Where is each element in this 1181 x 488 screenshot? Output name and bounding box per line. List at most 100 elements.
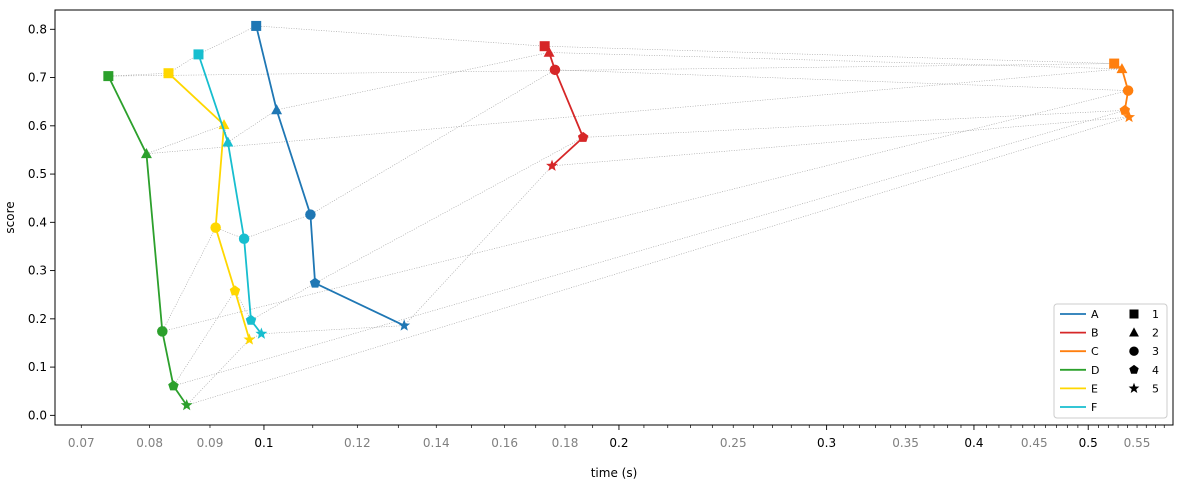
legend-marker-label-1: 1 — [1152, 308, 1159, 321]
point-B-1 — [539, 41, 550, 52]
point-A-1 — [251, 20, 262, 31]
point-C-2 — [1116, 63, 1128, 74]
x-tick-label: 0.4 — [964, 436, 983, 450]
y-tick-label: 0.4 — [28, 215, 47, 229]
legend-marker-label-2: 2 — [1152, 327, 1159, 340]
x-minor-tick-label: 0.45 — [1021, 436, 1048, 450]
x-minor-tick-label: 0.09 — [197, 436, 224, 450]
legend-box — [1053, 303, 1168, 419]
x-minor-tick-label: 0.18 — [552, 436, 579, 450]
point-D-4 — [168, 380, 179, 391]
point-E-5 — [243, 333, 256, 345]
point-F-2 — [222, 136, 234, 147]
legend-marker-1 — [1129, 309, 1139, 319]
point-A-2 — [271, 104, 283, 115]
legend-marker-5 — [1128, 382, 1140, 393]
connector-line — [549, 52, 1122, 70]
point-C-4 — [1119, 104, 1131, 115]
legend-marker-3 — [1129, 346, 1139, 356]
legend-marker-label-3: 3 — [1152, 345, 1159, 358]
legend-label-F: F — [1091, 401, 1097, 414]
y-tick-label: 0.1 — [28, 360, 47, 374]
connector-line — [403, 165, 553, 326]
y-tick-label: 0.5 — [28, 167, 47, 181]
series-E — [163, 68, 256, 345]
connector-line — [227, 109, 277, 143]
connector-lines — [108, 25, 1130, 406]
y-tick-label: 0.7 — [28, 71, 47, 85]
y-tick-label: 0.3 — [28, 264, 47, 278]
point-E-2 — [218, 119, 230, 130]
y-tick-label: 0.6 — [28, 119, 47, 133]
x-minor-tick-label: 0.35 — [892, 436, 919, 450]
connector-line — [583, 110, 1125, 138]
x-tick-label: 0.5 — [1079, 436, 1098, 450]
connector-line — [256, 25, 545, 47]
x-minor-tick-label: 0.12 — [344, 436, 371, 450]
connector-line — [310, 69, 556, 215]
connector-line — [108, 72, 169, 77]
point-E-1 — [163, 68, 174, 79]
legend-label-C: C — [1091, 345, 1099, 358]
x-minor-tick-label: 0.07 — [68, 436, 95, 450]
legend-marker-4 — [1129, 364, 1139, 374]
point-A-5 — [398, 319, 411, 331]
point-B-2 — [543, 46, 555, 57]
legend-label-E: E — [1091, 382, 1098, 395]
point-A-3 — [305, 209, 316, 220]
x-axis-title: time (s) — [591, 466, 638, 480]
y-tick-label: 0.8 — [28, 22, 47, 36]
series-B — [539, 41, 589, 171]
point-A-4 — [309, 277, 321, 288]
x-minor-tick-label: 0.14 — [423, 436, 450, 450]
legend-marker-2 — [1129, 327, 1139, 337]
x-axis: 0.1 0.2 0.3 0.4 0.5 0.07 0.08 0.09 0.12 0.14 0.16 0… — [68, 425, 1165, 450]
point-B-5 — [546, 159, 558, 171]
legend-marker-label-4: 4 — [1152, 364, 1159, 377]
x-tick-label: 0.3 — [817, 436, 836, 450]
point-F-5 — [255, 327, 268, 339]
series-layer — [103, 20, 1136, 411]
series-D — [103, 71, 193, 411]
point-E-4 — [229, 285, 241, 296]
x-minor-tick-label: 0.08 — [136, 436, 163, 450]
point-C-1 — [1109, 58, 1120, 69]
connector-line — [234, 290, 252, 321]
series-C — [1109, 58, 1136, 123]
y-axis: 0.0 0.1 0.2 0.3 0.4 0.5 0.6 0.7 0.8 — [28, 22, 55, 422]
point-D-1 — [103, 71, 114, 82]
connector-line — [551, 116, 1130, 167]
connector-line — [250, 282, 316, 321]
connector-line — [261, 325, 405, 335]
point-F-3 — [238, 233, 250, 244]
connector-line — [162, 90, 1129, 332]
connector-line — [198, 25, 257, 55]
point-B-3 — [549, 64, 561, 76]
legend-label-D: D — [1091, 364, 1099, 377]
connector-line — [173, 290, 236, 387]
point-D-5 — [180, 398, 193, 411]
series-line-E — [167, 72, 251, 340]
x-minor-tick-label: 0.55 — [1124, 436, 1151, 450]
point-D-3 — [157, 326, 168, 337]
connector-line — [554, 69, 1129, 91]
connector-line — [146, 68, 1122, 155]
connector-line — [162, 227, 216, 332]
legend-marker-label-5: 5 — [1152, 382, 1159, 395]
connector-line — [186, 339, 250, 406]
y-axis-title: score — [3, 201, 17, 233]
series-A — [251, 20, 411, 331]
x-minor-tick-label: 0.25 — [720, 436, 747, 450]
legend-label-A: A — [1091, 308, 1099, 321]
point-B-4 — [577, 131, 589, 142]
series-line-D — [107, 75, 188, 406]
connector-line — [244, 214, 311, 240]
x-tick-label: 0.1 — [254, 436, 273, 450]
connector-line — [276, 52, 550, 111]
point-D-2 — [140, 148, 152, 159]
connector-line — [186, 116, 1130, 406]
point-F-1 — [193, 49, 204, 60]
connector-line — [108, 63, 1115, 77]
